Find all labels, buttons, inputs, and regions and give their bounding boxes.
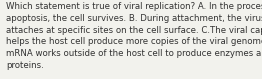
Text: Which statement is true of viral replication? A. In the process of
apoptosis, th: Which statement is true of viral replica… <box>6 2 262 70</box>
